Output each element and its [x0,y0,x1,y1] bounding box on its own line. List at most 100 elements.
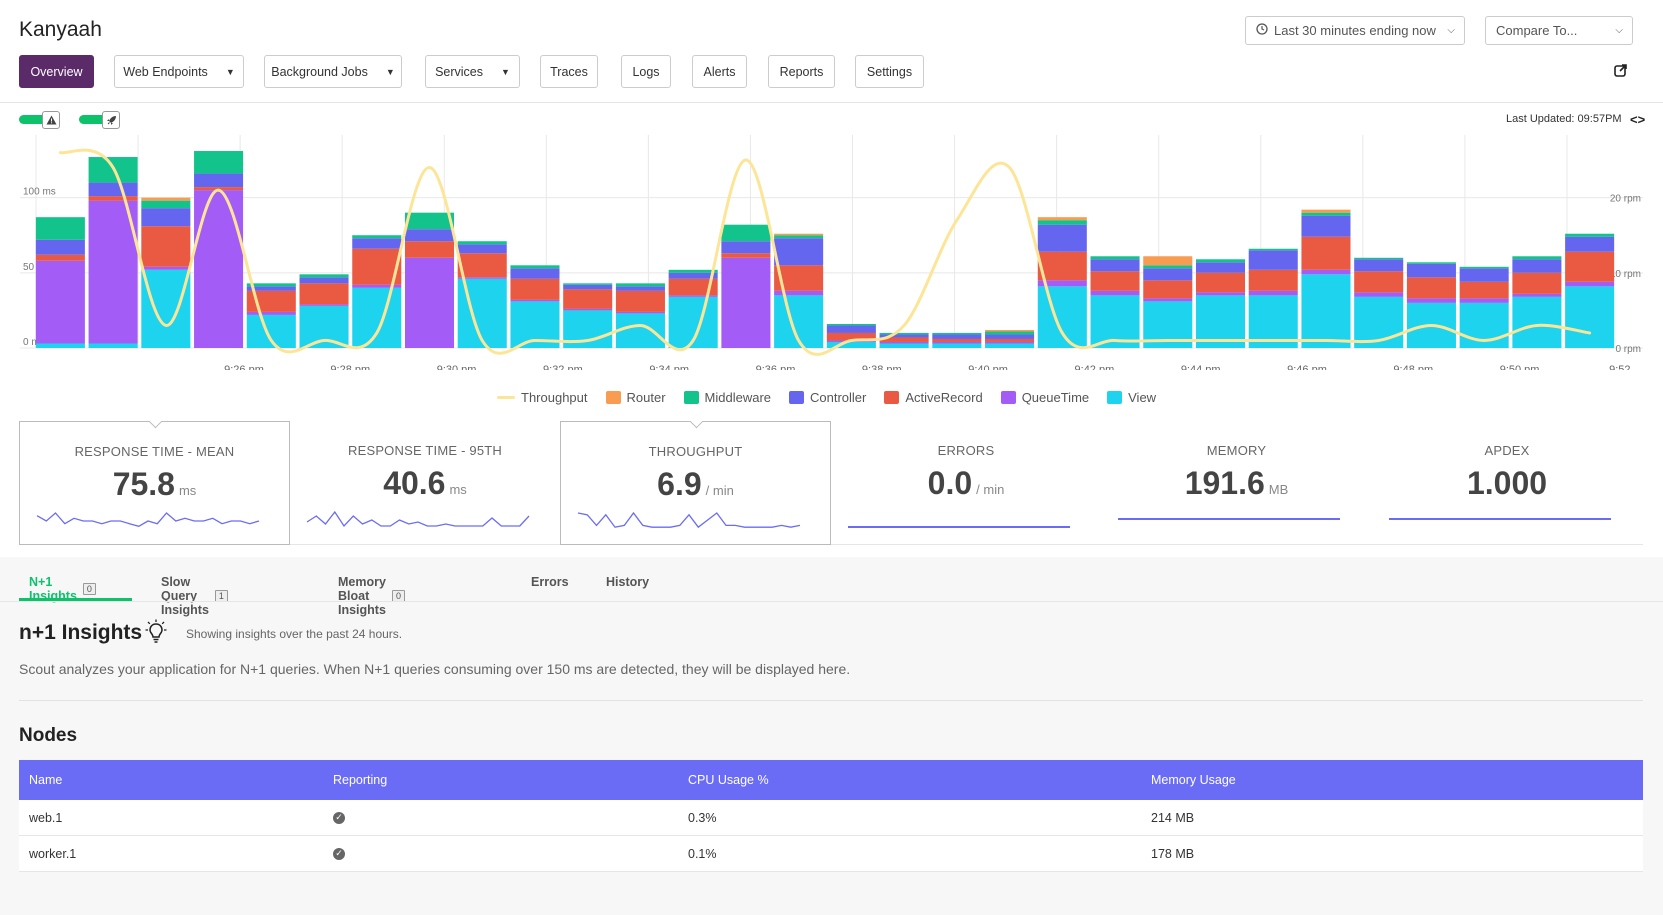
nav-web-endpoints[interactable]: Web Endpoints ▼ [114,55,244,88]
share-icon[interactable] [1614,63,1630,79]
bar-segment-activerecord [1301,236,1351,270]
column-header-name[interactable]: Name [29,773,63,787]
bar-segment-view [88,343,138,348]
tab-errors[interactable]: Errors [531,575,569,589]
legend-swatch [683,391,699,404]
column-header-reporting[interactable]: Reporting [333,773,388,787]
bar-segment-middleware [1090,256,1140,260]
nav-services[interactable]: Services ▼ [425,55,520,88]
metric-card-errors[interactable]: ERRORS 0.0/ min [831,421,1102,545]
bar-segment-controller [246,286,296,291]
reporting-status: ✓ [333,836,345,871]
nav-overview[interactable]: Overview [19,55,94,88]
bar-segment-controller [1512,259,1562,273]
bar-segment-router [141,197,191,201]
lightbulb-icon [145,619,167,650]
time-range-select[interactable]: Last 30 minutes ending now ⌵ [1245,16,1465,45]
bar-segment-controller [88,182,138,197]
y-tick-label: 0 ms [23,337,45,348]
column-header-memory[interactable]: Memory Usage [1151,773,1236,787]
legend-item-queuetime[interactable]: QueueTime [1000,390,1089,405]
nav-alerts[interactable]: Alerts [692,55,747,88]
code-icon[interactable]: <> [1630,112,1646,127]
bar-segment-controller [1090,259,1140,272]
bar-segment-queuetime [1143,298,1193,302]
nav-label: Traces [550,64,588,79]
deploys-toggle[interactable] [79,111,121,129]
legend-label: Router [626,390,666,405]
legend-swatch [497,396,515,399]
nav-background-jobs[interactable]: Background Jobs ▼ [264,55,402,88]
metric-card-response-time-mean[interactable]: RESPONSE TIME - MEAN 75.8 ms [19,421,290,545]
app-title: Kanyaah [19,18,102,41]
bar-segment-controller [721,241,771,254]
bar-segment-queuetime [141,266,191,270]
metric-value: 6.9/ min [561,466,830,503]
bar-segment-middleware [774,235,824,239]
insights-title: n+1 Insights [19,621,143,644]
sparkline [1388,518,1611,520]
bar-segment-middleware [932,332,982,335]
sparkline-path [577,511,801,529]
legend-item-router[interactable]: Router [605,390,666,405]
bar-segment-queuetime [88,200,138,344]
rocket-icon [102,111,120,129]
tab-history[interactable]: History [606,575,649,589]
bar-segment-activerecord [668,278,718,296]
metric-value: 1.000 [1372,465,1643,502]
bar-segment-queuetime [615,311,665,314]
clock-icon [1256,23,1268,38]
legend-label: Middleware [704,390,772,405]
alerts-toggle[interactable] [19,111,61,129]
column-header-cpu[interactable]: CPU Usage % [688,773,769,787]
bar-segment-middleware [1195,259,1246,263]
nav-settings[interactable]: Settings [855,55,924,88]
sparkline-path [36,512,260,527]
bar-segment-middleware [563,283,613,285]
nav-logs[interactable]: Logs [621,55,671,88]
tab-slow-query-insights[interactable]: Slow Query Insights 1 [161,575,228,617]
legend-item-middleware[interactable]: Middleware [683,390,772,405]
metric-card-apdex[interactable]: APDEX 1.000 [1372,421,1643,545]
legend-item-controller[interactable]: Controller [789,390,866,405]
nav-traces[interactable]: Traces [540,55,598,88]
legend-item-view[interactable]: View [1107,390,1156,405]
bar-segment-activerecord [510,278,560,300]
selected-indicator [689,421,703,429]
metric-title: RESPONSE TIME - 95TH [347,443,502,458]
tab-label: History [606,575,650,589]
metric-card-memory[interactable]: MEMORY 191.6 MB [1101,421,1372,545]
legend-item-throughput[interactable]: Throughput [497,390,588,405]
tab-memory-bloat-insights[interactable]: Memory Bloat Insights 0 [338,575,405,617]
tab-badge: 0 [82,583,96,595]
metric-card-throughput[interactable]: THROUGHPUT 6.9/ min [560,421,831,545]
legend-swatch [884,391,900,404]
x-tick-label: 9:48 pm [1393,364,1433,370]
bar-segment-middleware [246,283,296,287]
reporting-status: ✓ [333,800,345,835]
bar-segment-view [352,287,402,348]
table-row[interactable]: web.1 ✓ 0.3% 214 MB [19,800,1643,836]
node-name: worker.1 [29,846,77,861]
nav-label: Reports [779,64,824,79]
metric-card-response-time-95th[interactable]: RESPONSE TIME - 95TH 40.6 ms [290,421,561,545]
warning-icon [42,111,60,129]
bar-segment-middleware [1143,265,1193,269]
bar-segment-queuetime [932,341,982,344]
compare-to-select[interactable]: Compare To... ⌵ [1485,16,1633,45]
bar-segment-activerecord [1195,272,1246,293]
legend-item-activerecord[interactable]: ActiveRecord [884,390,983,405]
bar-segment-view [1301,274,1351,348]
nav-reports[interactable]: Reports [768,55,835,88]
bar-segment-router [985,329,1035,332]
bar-segment-view [35,343,85,348]
table-row[interactable]: worker.1 ✓ 0.1% 178 MB [19,836,1643,872]
bar-segment-activerecord [141,226,191,267]
x-tick-label: 9:50 pm [1500,364,1540,370]
nodes-title: Nodes [19,725,78,746]
x-tick-label: 9:42 pm [1075,364,1115,370]
metric-unit: / min [705,483,734,498]
check-icon: ✓ [333,811,345,824]
bar-segment-view [615,313,665,348]
legend-label: View [1128,390,1157,405]
